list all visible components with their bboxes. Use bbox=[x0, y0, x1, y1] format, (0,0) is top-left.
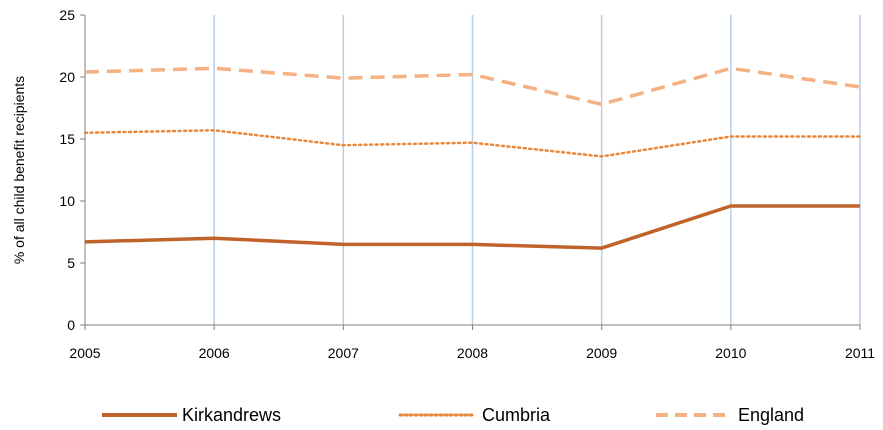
x-tick-label: 2007 bbox=[328, 345, 359, 361]
y-tick-label: 25 bbox=[59, 7, 75, 23]
x-tick-label: 2005 bbox=[69, 345, 100, 361]
x-tick-label: 2006 bbox=[199, 345, 230, 361]
series-line-cumbria bbox=[83, 129, 862, 158]
series-lines bbox=[83, 66, 862, 250]
legend-item-cumbria: Cumbria bbox=[398, 405, 551, 425]
y-tick-label: 5 bbox=[67, 255, 75, 271]
y-axis-ticks: 0 5 10 15 20 25 bbox=[59, 7, 85, 333]
x-tick-label: 2011 bbox=[845, 345, 875, 361]
y-tick-label: 20 bbox=[59, 69, 75, 85]
series-line-england bbox=[84, 66, 861, 107]
x-tick-label: 2008 bbox=[457, 345, 488, 361]
legend-label-cumbria: Cumbria bbox=[482, 405, 551, 425]
x-tick-label: 2010 bbox=[715, 345, 746, 361]
legend: Kirkandrews Cumbria England bbox=[102, 405, 804, 425]
gridlines bbox=[213, 15, 861, 325]
legend-item-kirkandrews: Kirkandrews bbox=[102, 405, 281, 425]
legend-item-england: England bbox=[656, 405, 804, 425]
x-axis-ticks: 2005 2006 2007 2008 2009 2010 2011 bbox=[69, 325, 875, 361]
y-tick-label: 0 bbox=[67, 317, 75, 333]
legend-label-kirkandrews: Kirkandrews bbox=[182, 405, 281, 425]
y-axis-title: % of all child benefit recipients bbox=[11, 76, 27, 264]
legend-label-england: England bbox=[738, 405, 804, 425]
y-tick-label: 10 bbox=[59, 193, 75, 209]
y-tick-label: 15 bbox=[59, 131, 75, 147]
x-tick-label: 2009 bbox=[586, 345, 617, 361]
